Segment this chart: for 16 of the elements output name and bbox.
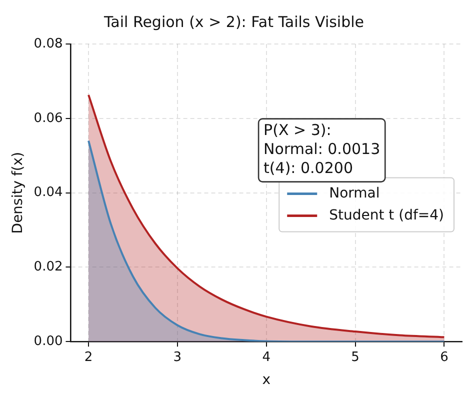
y-tick-label: 0.08 (34, 36, 63, 52)
y-tick-label: 0.06 (34, 110, 63, 126)
legend-label: Student t (df=4) (329, 207, 444, 224)
x-tick-label: 2 (84, 350, 93, 365)
y-axis-title: Density f(x) (10, 152, 26, 234)
legend-label: Normal (329, 185, 380, 202)
x-tick-label: 6 (440, 350, 448, 365)
x-tick-label: 4 (262, 350, 271, 365)
y-tick-label: 0.02 (34, 260, 63, 275)
x-tick-label: 3 (173, 350, 182, 365)
chart-title: Tail Region (x > 2): Fat Tails Visible (102, 12, 364, 31)
x-axis-title: x (262, 372, 271, 388)
annotation: P(X > 3): Normal: 0.0013 t(4): 0.0200 (264, 121, 380, 178)
x-tick-label: 5 (351, 350, 360, 365)
y-tick-label: 0.00 (34, 334, 63, 349)
y-tick-label: 0.04 (34, 185, 63, 200)
